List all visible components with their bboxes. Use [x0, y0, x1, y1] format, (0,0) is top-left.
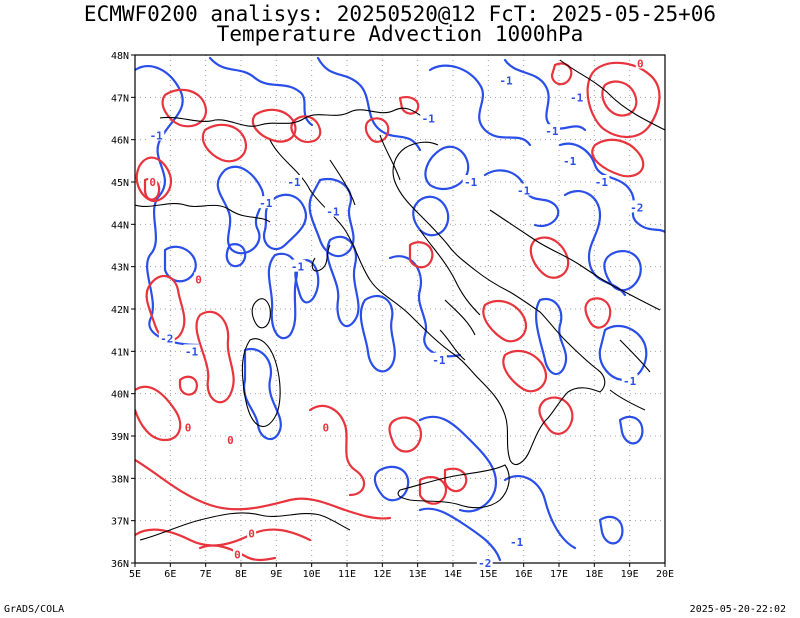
contour-labels: -10-1-1-1-10-2-100000-1-1-1-1-1-1-1-1-20… — [148, 56, 645, 570]
lat-tick-label: 43N — [111, 263, 129, 274]
contour-label: -1 — [464, 176, 478, 189]
contour-label: 0 — [185, 422, 192, 435]
contour-label-bg — [498, 73, 514, 86]
lat-tick-label: 42N — [111, 305, 129, 316]
lon-tick-label: 19E — [621, 569, 639, 580]
lat-tick-label: 37N — [111, 517, 129, 528]
contour-label: -1 — [432, 354, 446, 367]
lon-tick-label: 17E — [550, 569, 568, 580]
lon-tick-label: 16E — [515, 569, 533, 580]
footer-timestamp: 2025-05-20-22:02 — [689, 604, 786, 615]
lon-tick-label: 7E — [200, 569, 212, 580]
contour-label: -1 — [499, 74, 513, 87]
lon-tick-label: 14E — [444, 569, 462, 580]
contour-label-bg — [286, 175, 302, 187]
chart-title-line1: ECMWF0200 analisys: 20250520@12 FcT: 202… — [83, 2, 717, 26]
contour-label-bg — [158, 331, 175, 344]
lon-tick-label: 13E — [409, 569, 427, 580]
contour-label-bg — [148, 175, 158, 187]
lon-tick-label: 11E — [338, 569, 356, 580]
lat-tick-label: 40N — [111, 390, 129, 401]
lon-tick-label: 5E — [129, 569, 141, 580]
lon-tick-label: 10E — [303, 569, 321, 580]
contour-label-bg — [621, 373, 638, 386]
contour-label-bg — [543, 124, 560, 137]
contour-label-bg — [183, 344, 200, 357]
lat-tick-label: 36N — [111, 559, 129, 570]
contour-label-bg — [593, 175, 610, 187]
contour-label: -1 — [545, 125, 559, 138]
contour-label-bg — [321, 420, 331, 433]
coastline-borders — [135, 59, 665, 541]
chart-title-line2: Temperature Advection 1000hPa — [216, 22, 584, 46]
lon-tick-label: 20E — [656, 569, 674, 580]
lat-tick-label: 45N — [111, 178, 129, 189]
lat-tick-label: 48N — [111, 51, 129, 62]
contour-label: -1 — [623, 375, 637, 388]
lon-tick-label: 18E — [585, 569, 603, 580]
contour-label-bg — [257, 196, 274, 209]
contour-label-bg — [232, 547, 242, 560]
contour-label: -1 — [510, 536, 524, 549]
contour-label-bg — [289, 259, 306, 272]
contour-label: -1 — [259, 197, 273, 210]
contour-label: -2 — [478, 557, 491, 570]
footer-software-label: GrADS/COLA — [4, 604, 65, 615]
lon-tick-label: 9E — [270, 569, 282, 580]
contour-label-bg — [247, 526, 257, 539]
contour-label-bg — [508, 534, 525, 547]
contour-label-bg — [148, 128, 165, 141]
contour-label: 0 — [227, 434, 234, 447]
contour-label: 0 — [248, 527, 255, 540]
axis-ticks: 5E 6E 7E 8E 9E 10E 11E 12E 13E 14E 15E 16E 17E 18E 19E… — [111, 51, 674, 580]
contour-label-bg — [628, 200, 645, 213]
contour-label: -1 — [563, 155, 577, 168]
contour-label-bg — [561, 153, 578, 166]
lat-tick-label: 39N — [111, 432, 129, 443]
lon-tick-label: 8E — [235, 569, 247, 580]
lat-tick-label: 41N — [111, 347, 129, 358]
lat-tick-label: 46N — [111, 136, 129, 147]
contour-label: 0 — [195, 273, 202, 286]
contour-label: 0 — [322, 422, 329, 435]
contour-label: -1 — [422, 113, 436, 126]
contour-label: 0 — [234, 549, 241, 562]
contour-label: -2 — [630, 201, 643, 214]
map-gridlines — [135, 55, 665, 563]
contour-label: -1 — [287, 176, 301, 189]
contour-label: 0 — [149, 176, 156, 189]
lat-tick-label: 44N — [111, 220, 129, 231]
contour-label-bg — [462, 175, 479, 187]
contour-label-bg — [568, 90, 585, 103]
lon-tick-label: 6E — [164, 569, 176, 580]
contour-label: -1 — [291, 261, 305, 274]
contour-label-bg — [476, 556, 493, 568]
contour-label: -1 — [595, 176, 609, 189]
contour-label-bg — [430, 352, 447, 365]
contour-label: -1 — [150, 129, 164, 142]
lat-tick-label: 38N — [111, 474, 129, 485]
lon-tick-label: 12E — [373, 569, 391, 580]
contour-label: 0 — [637, 57, 644, 70]
contour-label: -1 — [326, 206, 340, 219]
contour-label-bg — [183, 420, 193, 433]
contour-label-bg — [324, 204, 341, 217]
contour-label: -1 — [570, 91, 584, 104]
contour-label: -2 — [160, 333, 173, 346]
lat-tick-label: 47N — [111, 93, 129, 104]
contour-label: -1 — [517, 184, 531, 197]
positive-contours — [135, 61, 661, 562]
contour-label-bg — [420, 111, 437, 124]
contour-label: -1 — [185, 345, 199, 358]
contour-label-bg — [635, 56, 645, 69]
lon-tick-label: 15E — [479, 569, 497, 580]
contour-label-bg — [225, 433, 235, 446]
contour-label-bg — [515, 183, 532, 196]
contour-label-bg — [194, 272, 204, 285]
